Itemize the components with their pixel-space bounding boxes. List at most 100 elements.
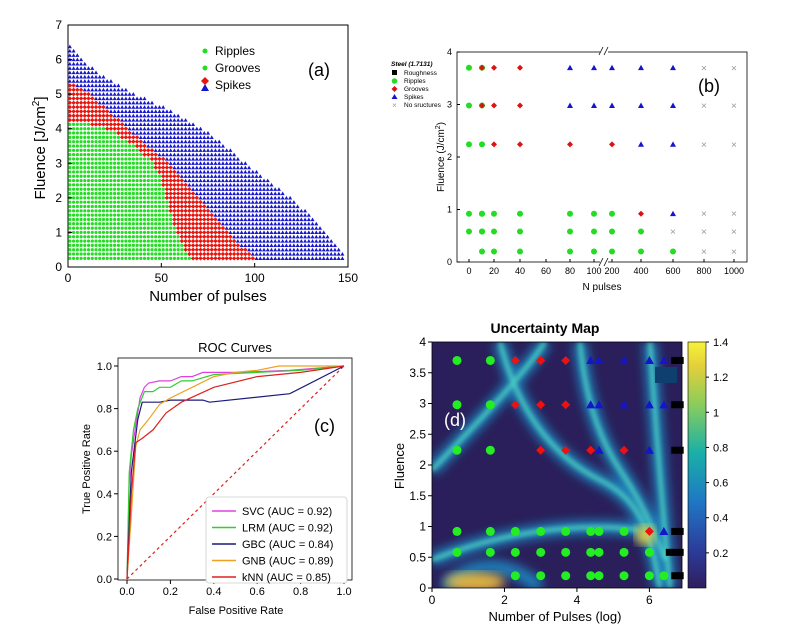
point-spikes [299, 247, 304, 252]
point-spikes [284, 204, 289, 209]
point-ripples [75, 209, 79, 213]
point-spikes [329, 239, 334, 243]
point-ripples [83, 131, 87, 135]
point-ripples [109, 187, 113, 191]
point-spikes [146, 122, 151, 126]
point-spikes [217, 169, 222, 174]
point-grooves [202, 221, 207, 226]
point-ripples [124, 157, 128, 161]
point-spikes [71, 70, 76, 75]
point-ripples [120, 178, 124, 183]
point-ripples [86, 187, 91, 191]
point-spikes [168, 126, 173, 131]
point-ripples [86, 217, 91, 222]
point-grooves [71, 87, 76, 93]
point-no-sructures: × [701, 246, 707, 258]
point-ripples [609, 248, 615, 255]
panel-d-colorbar-ticks: 0.20.40.60.811.21.4 [706, 337, 728, 560]
point-grooves [183, 204, 188, 209]
point-spikes [75, 74, 80, 79]
point-ripples [124, 213, 128, 217]
point-ripples [128, 174, 132, 178]
point-ripples [586, 571, 596, 581]
y-tick-label: 0.0 [97, 574, 112, 586]
point-spikes [243, 226, 248, 230]
point-grooves [198, 256, 203, 261]
point-spikes [273, 234, 278, 239]
point-ripples [536, 547, 546, 557]
point-ripples [68, 122, 72, 126]
point-ripples [466, 141, 472, 148]
point-spikes [138, 109, 143, 114]
point-spikes [239, 230, 244, 235]
point-ripples [644, 547, 654, 557]
point-ripples [105, 187, 109, 191]
point-spikes [146, 126, 151, 131]
point-ripples [86, 131, 91, 135]
point-grooves [213, 251, 218, 257]
point-ripples [154, 183, 158, 187]
point-spikes [179, 131, 184, 135]
point-spikes [67, 44, 72, 49]
point-spikes [332, 247, 337, 252]
point-grooves [213, 217, 218, 222]
point-spikes [638, 102, 644, 108]
point-spikes [235, 191, 240, 196]
point-grooves [619, 445, 629, 455]
point-grooves [97, 117, 102, 123]
point-ripples [109, 217, 113, 222]
point-spikes [187, 161, 192, 165]
point-grooves [175, 195, 181, 201]
point-spikes [202, 131, 207, 135]
point-ripples [142, 170, 147, 174]
point-ripples [169, 256, 173, 260]
point-grooves [123, 126, 129, 131]
point-ripples [116, 239, 120, 243]
point-spikes [288, 213, 293, 217]
point-ripples [150, 252, 154, 256]
point-ripples [90, 226, 94, 230]
point-ripples [150, 230, 154, 235]
point-spikes [75, 53, 80, 57]
point-ripples [105, 153, 109, 157]
point-grooves [97, 113, 102, 118]
point-grooves [75, 87, 80, 93]
point-ripples [75, 174, 79, 178]
point-spikes [112, 100, 117, 105]
point-spikes [258, 247, 263, 252]
point-grooves [179, 191, 185, 196]
point-grooves [138, 143, 143, 149]
point-ripples [83, 235, 87, 239]
point-ripples [101, 196, 106, 200]
point-ripples [113, 256, 117, 260]
point-ripples [98, 222, 102, 226]
point-spikes [157, 126, 162, 131]
point-spikes [284, 234, 289, 239]
point-ripples [113, 161, 117, 165]
point-spikes [318, 234, 322, 239]
point-grooves [149, 156, 155, 162]
point-spikes [79, 61, 84, 66]
point-ripples [72, 178, 76, 183]
point-ripples [94, 170, 98, 174]
point-spikes [265, 182, 270, 187]
point-spikes [179, 118, 184, 122]
point-spikes [179, 122, 184, 126]
point-spikes [94, 92, 98, 96]
point-grooves [90, 104, 95, 110]
point-grooves [131, 135, 136, 140]
point-spikes [191, 122, 196, 126]
point-spikes [105, 100, 110, 105]
point-spikes [269, 182, 274, 187]
point-spikes [265, 226, 270, 230]
point-ripples [116, 204, 120, 209]
point-ripples [72, 153, 76, 157]
point-ripples [139, 204, 143, 209]
point-spikes [273, 187, 278, 191]
point-spikes [247, 208, 252, 213]
point-ripples [150, 235, 154, 239]
point-grooves [235, 256, 241, 261]
point-ripples [150, 174, 154, 178]
point-spikes [198, 144, 203, 148]
point-grooves [168, 182, 173, 188]
